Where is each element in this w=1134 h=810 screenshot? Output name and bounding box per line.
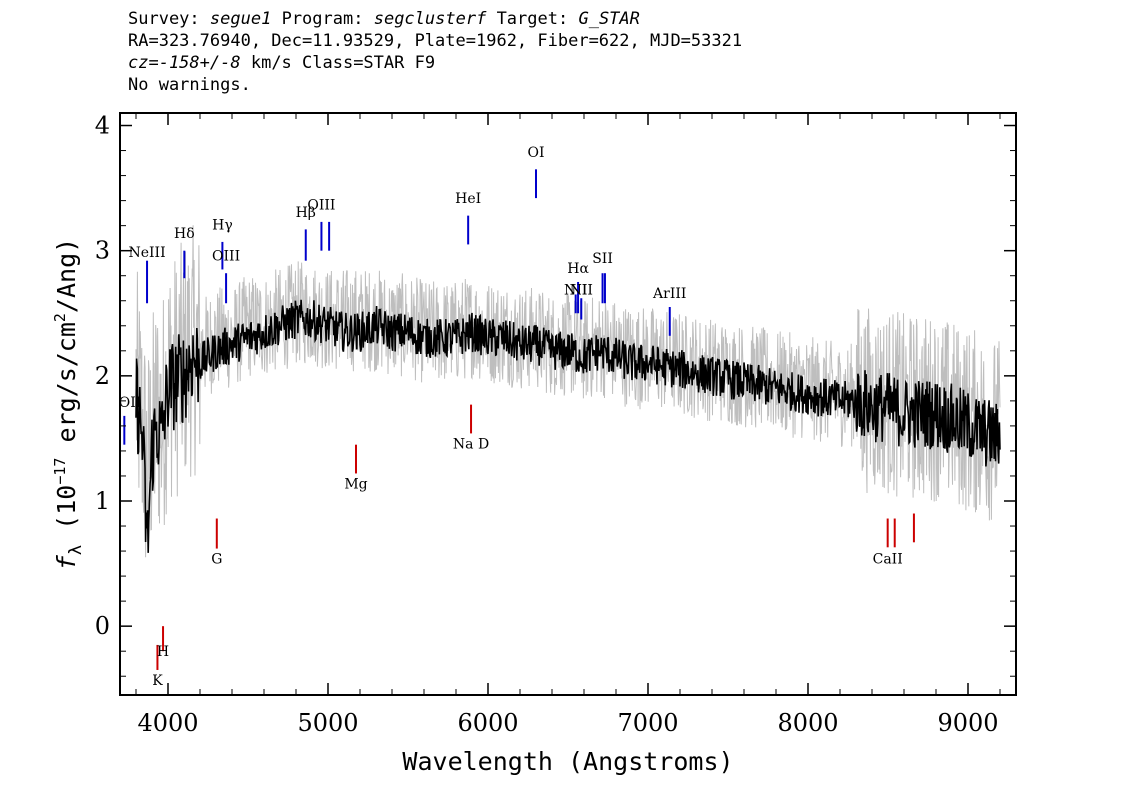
class-info: km/s Class=STAR F9 [250, 53, 436, 73]
emission-line-label: OII [119, 395, 142, 411]
emission-line-label: NeIII [128, 245, 165, 261]
target-value: G_STAR [578, 9, 640, 29]
emission-line-label: Hα [567, 261, 589, 277]
emission-line-label: Hβ [296, 205, 316, 221]
emission-line-label: OIII [307, 197, 335, 213]
absorption-line-label: Mg [344, 476, 367, 492]
absorption-line-label: G [211, 552, 222, 568]
y-axis-title: fλ (10−17 erg/s/cm2/Ang) [51, 238, 86, 570]
emission-line-label: NII [564, 282, 587, 298]
program-label: Program: [281, 9, 364, 29]
header-line-3: cz=-158+/-8 km/s Class=STAR F9 [128, 52, 742, 74]
emission-line-label: OI [527, 145, 544, 161]
x-tick-label: 8000 [777, 709, 838, 737]
model-series-line [135, 299, 1001, 553]
emission-line-label: OIII [212, 249, 240, 265]
x-tick-label: 5000 [297, 709, 358, 737]
absorption-line-label: Na D [453, 436, 489, 452]
y-tick-label: 0 [95, 612, 110, 640]
x-axis-title: Wavelength (Angstroms) [402, 747, 733, 776]
emission-line-label: ArIII [652, 286, 686, 302]
y-tick-label: 3 [95, 237, 110, 265]
emission-line-label: SII [592, 251, 613, 267]
y-tick-label: 1 [95, 487, 110, 515]
redshift-value: cz=-158+/-8 [128, 53, 241, 73]
emission-line-label: Hγ [212, 217, 233, 233]
x-tick-label: 7000 [617, 709, 678, 737]
program-value: segclusterf [373, 9, 487, 29]
survey-label: Survey: [128, 9, 200, 29]
model-series-layer [135, 299, 1001, 553]
header-line-1: Survey: segue1 Program: segclusterf Targ… [128, 8, 742, 30]
plot-frame [119, 112, 1017, 696]
header-line-2: RA=323.76940, Dec=11.93529, Plate=1962, … [128, 31, 743, 51]
y-tick-label: 2 [95, 362, 110, 390]
y-tick-label: 4 [95, 112, 110, 140]
emission-line-label: NII [570, 282, 593, 298]
spectrum-header: Survey: segue1 Program: segclusterf Targ… [128, 8, 742, 96]
emission-line-label: HeI [455, 191, 481, 207]
x-tick-label: 6000 [457, 709, 518, 737]
survey-value: segue1 [209, 9, 272, 29]
absorption-line-label: CaII [873, 552, 903, 568]
x-tick-label: 4000 [137, 709, 198, 737]
absorption-line-label: H [157, 644, 169, 660]
target-label: Target: [496, 9, 569, 29]
ticks-layer: 4000 5000 6000 7000 8000 9000 0 1 2 3 4 [95, 112, 1016, 737]
warnings-text: No warnings. [128, 75, 251, 95]
absorption-line-label: K [152, 673, 163, 689]
emission-line-label: Hδ [174, 226, 195, 242]
x-tick-label: 9000 [937, 709, 998, 737]
